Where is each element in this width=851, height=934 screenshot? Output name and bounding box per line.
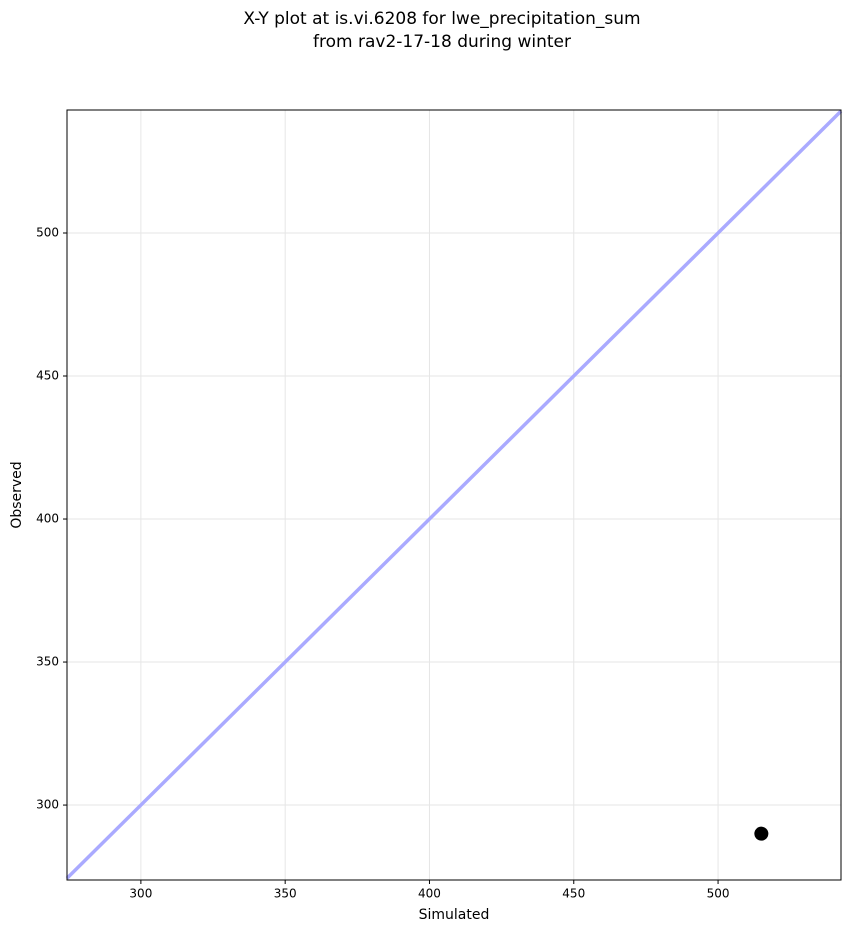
x-tick-label: 500 bbox=[707, 887, 730, 901]
plot-frame bbox=[66, 109, 842, 881]
y-tick-label: 500 bbox=[36, 225, 59, 239]
y-tick-label: 350 bbox=[36, 655, 59, 669]
chart-title: X-Y plot at is.vi.6208 for lwe_precipita… bbox=[243, 9, 640, 29]
y-tick-label: 400 bbox=[36, 512, 59, 526]
chart-title: from rav2-17-18 during winter bbox=[313, 32, 571, 52]
x-tick-label: 350 bbox=[274, 887, 297, 901]
x-tick-label: 450 bbox=[562, 887, 585, 901]
x-axis-label: Simulated bbox=[419, 907, 490, 923]
y-tick-label: 300 bbox=[36, 798, 59, 812]
y-axis-label: Observed bbox=[9, 461, 25, 528]
x-tick-label: 400 bbox=[418, 887, 441, 901]
y-tick-label: 450 bbox=[36, 369, 59, 383]
plot-area: 300 350 400 450 500 300 350 400 450 500 bbox=[36, 109, 843, 901]
identity-line bbox=[65, 109, 843, 880]
point bbox=[754, 826, 769, 841]
x-tick-label: 300 bbox=[129, 887, 152, 901]
